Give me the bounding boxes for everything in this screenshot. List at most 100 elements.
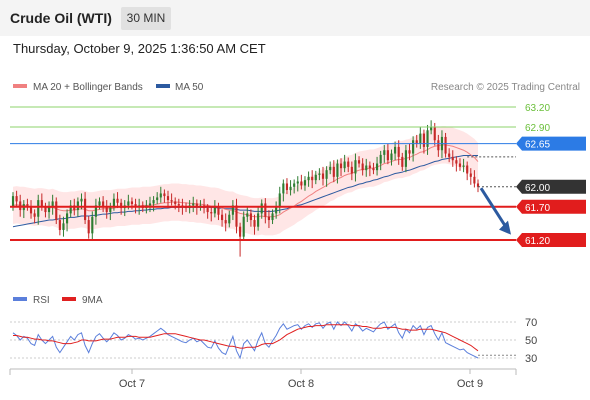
candle-body [433, 126, 436, 141]
candle-body [29, 206, 33, 214]
candle-body [134, 204, 137, 207]
candle-body [127, 201, 130, 206]
candle-body [455, 160, 458, 164]
candle [379, 150, 382, 171]
candle-body [11, 196, 15, 207]
header-bar: Crude Oil (WTI) 30 MIN [0, 0, 590, 36]
candle-body [408, 150, 411, 154]
candle-body [473, 176, 476, 184]
candle-body [239, 226, 242, 237]
candle [84, 192, 87, 225]
candle [166, 190, 170, 209]
candle [401, 152, 404, 171]
candle-body [26, 204, 29, 207]
candle [473, 170, 476, 188]
candle-body [58, 220, 61, 231]
candle [257, 206, 260, 231]
candle [267, 210, 271, 229]
candle [437, 134, 440, 157]
candle [109, 202, 112, 221]
candle-body [444, 136, 447, 154]
candle [390, 149, 393, 166]
candle [260, 199, 263, 219]
candle-body [415, 140, 418, 144]
candle-body [394, 146, 397, 154]
candle-body [94, 205, 97, 217]
candle-body [448, 153, 451, 157]
candle-body [166, 196, 170, 201]
candle-body [451, 156, 454, 161]
rsi-ma-legend-swatch [62, 297, 76, 301]
rsi-tick-label: 70 [525, 317, 537, 329]
ma20-legend-label: MA 20 + Bollinger Bands [33, 82, 143, 93]
rsi-legend-label: RSI [33, 295, 50, 306]
ma20-line [12, 144, 479, 218]
timeframe-button[interactable]: 30 MIN [121, 7, 171, 30]
rsi-line [12, 321, 479, 360]
candle-body [120, 202, 123, 209]
candle [102, 196, 105, 213]
candle-body [206, 208, 209, 213]
candle-body [379, 154, 382, 164]
support-price-tag [516, 233, 586, 247]
candle [451, 150, 454, 167]
candle [47, 201, 51, 219]
candle [466, 161, 469, 181]
candle-body [174, 201, 177, 205]
candle [408, 143, 411, 161]
candle [300, 174, 303, 190]
candle [228, 210, 231, 228]
candle [476, 179, 480, 193]
candle-body [296, 181, 299, 184]
candle [285, 178, 289, 195]
candle-body [246, 213, 249, 217]
candle [170, 193, 173, 206]
resistance-label: 62.90 [525, 123, 550, 134]
candle [65, 209, 69, 232]
candle [444, 132, 447, 158]
rsi-plot: 70 50 30 [10, 317, 537, 365]
candle-body [311, 176, 314, 181]
candle-body [152, 200, 155, 204]
candle-body [336, 163, 339, 177]
ma20-legend-swatch [13, 84, 27, 88]
candle-body [253, 220, 256, 227]
candle-body [159, 193, 162, 198]
candle [365, 158, 368, 177]
candle-body [390, 153, 393, 161]
candle [58, 214, 61, 236]
candle-body [293, 183, 296, 187]
candle [51, 194, 54, 215]
candle [231, 200, 234, 221]
candle-body [347, 161, 350, 167]
candle [249, 209, 252, 227]
x-axis-tick-label: Oct 7 [119, 378, 145, 390]
candle [350, 161, 353, 181]
candle-body [332, 166, 335, 177]
candle-body [116, 198, 119, 203]
candle-body [354, 160, 357, 174]
candle [397, 140, 400, 165]
candle [375, 156, 379, 176]
candle-body [350, 166, 353, 174]
candle-body [130, 201, 134, 205]
candle-body [289, 186, 292, 191]
candle [37, 194, 40, 225]
ma50-price-label: 62.65 [525, 140, 550, 151]
candle-body [224, 220, 227, 224]
candle [347, 157, 350, 173]
candle-body [404, 150, 407, 167]
candle [303, 176, 307, 191]
candle-body [51, 201, 54, 207]
ma50-price-tag [516, 136, 586, 151]
candle [69, 200, 72, 218]
candle-body [275, 206, 278, 214]
candle [62, 216, 65, 237]
candle-body [321, 173, 325, 179]
candle-body [231, 205, 234, 215]
candle-body [62, 223, 65, 231]
support-price-label: 61.20 [525, 236, 550, 247]
candle-body [343, 161, 346, 169]
candle-body [87, 220, 90, 234]
candle [289, 180, 292, 196]
